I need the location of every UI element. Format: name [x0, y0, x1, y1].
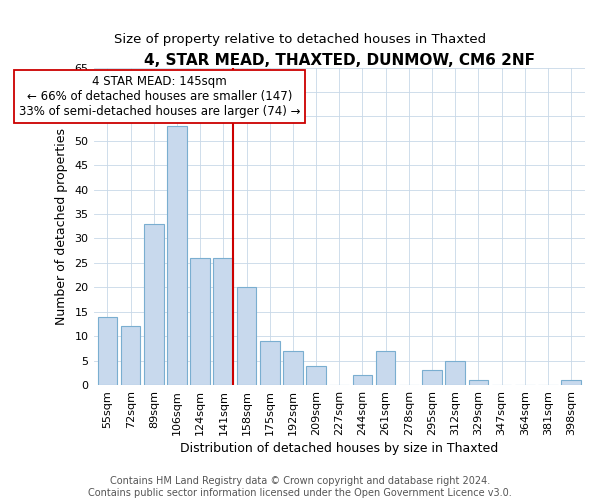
Bar [190, 258, 210, 385]
Bar [283, 351, 303, 385]
Bar [469, 380, 488, 385]
Bar [445, 360, 465, 385]
X-axis label: Distribution of detached houses by size in Thaxted: Distribution of detached houses by size … [180, 442, 499, 455]
Bar [144, 224, 164, 385]
Bar [353, 376, 372, 385]
Bar [422, 370, 442, 385]
Text: Size of property relative to detached houses in Thaxted: Size of property relative to detached ho… [114, 32, 486, 46]
Bar [98, 316, 117, 385]
Bar [121, 326, 140, 385]
Bar [236, 288, 256, 385]
Bar [167, 126, 187, 385]
Bar [376, 351, 395, 385]
Text: Contains HM Land Registry data © Crown copyright and database right 2024.
Contai: Contains HM Land Registry data © Crown c… [88, 476, 512, 498]
Bar [214, 258, 233, 385]
Y-axis label: Number of detached properties: Number of detached properties [55, 128, 68, 325]
Text: 4 STAR MEAD: 145sqm
← 66% of detached houses are smaller (147)
33% of semi-detac: 4 STAR MEAD: 145sqm ← 66% of detached ho… [19, 75, 300, 118]
Title: 4, STAR MEAD, THAXTED, DUNMOW, CM6 2NF: 4, STAR MEAD, THAXTED, DUNMOW, CM6 2NF [144, 52, 535, 68]
Bar [306, 366, 326, 385]
Bar [260, 341, 280, 385]
Bar [561, 380, 581, 385]
